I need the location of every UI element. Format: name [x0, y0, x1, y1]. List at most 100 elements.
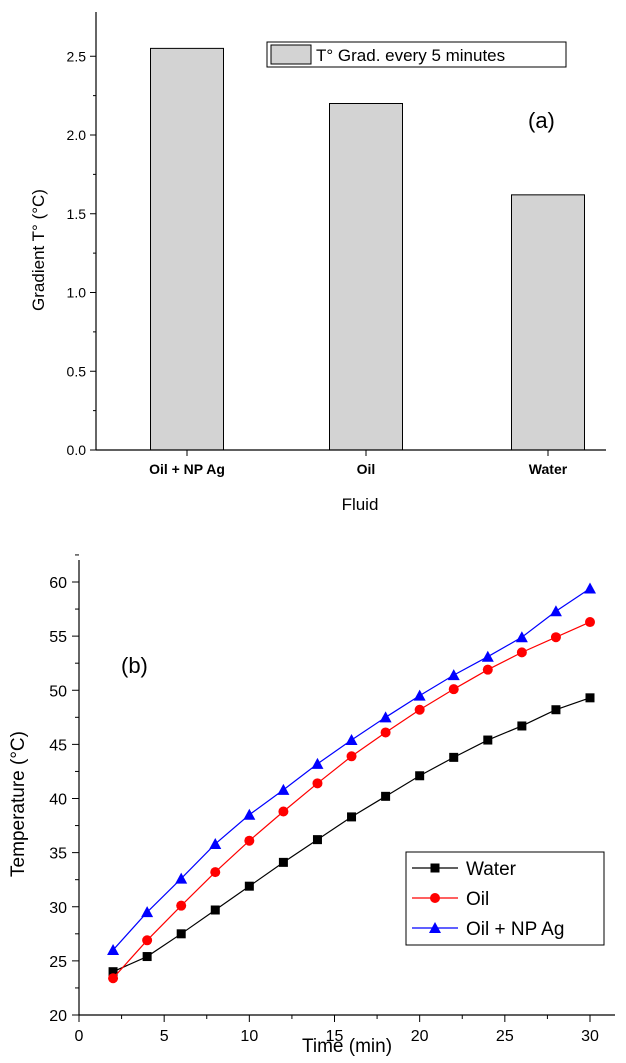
legend-entry: T° Grad. every 5 minutes — [316, 46, 505, 65]
y-tick-label: 50 — [49, 683, 67, 700]
y-tick-label: 2.5 — [67, 48, 87, 64]
x-axis-label: Time (min) — [302, 1036, 392, 1057]
marker-square — [585, 693, 595, 703]
line-chart-panel: 20 25 30 35 40 45 50 55 60 0 5 10 15 20 25 30 Temperat… — [8, 554, 615, 1057]
x-axis-label: Fluid — [342, 495, 379, 514]
legend-entry: Oil + NP Ag — [466, 919, 564, 940]
marker-circle — [430, 893, 440, 903]
marker-square — [347, 812, 357, 822]
marker-triangle — [175, 872, 188, 884]
marker-square — [517, 721, 527, 731]
bar — [329, 103, 403, 451]
marker-circle — [414, 704, 425, 715]
bar-chart-panel: 0.0 0.5 1.0 1.5 2.0 2.5 Oil + NP Ag Oil Water G… — [29, 12, 606, 514]
marker-square — [415, 771, 425, 781]
marker-triangle — [481, 650, 494, 662]
marker-square — [430, 863, 440, 873]
panel-label: (b) — [121, 653, 148, 678]
x-tick-label: Oil — [357, 461, 376, 477]
marker-triangle — [277, 783, 290, 795]
y-tick-label: 1.0 — [67, 285, 87, 301]
y-tick-label: 25 — [49, 954, 67, 971]
x-tick-label: 15 — [326, 1028, 344, 1045]
x-tick-label: 10 — [240, 1028, 258, 1045]
y-tick-label: 1.5 — [67, 206, 87, 222]
marker-circle — [380, 727, 391, 738]
marker-square — [176, 929, 186, 939]
series-group — [107, 582, 596, 984]
marker-triangle — [429, 922, 441, 933]
marker-triangle — [549, 605, 562, 617]
y-ticks: 20 25 30 35 40 45 50 55 60 — [49, 554, 79, 1025]
x-ticks: 0 5 10 15 20 25 30 — [75, 1015, 599, 1045]
y-tick-label: 30 — [49, 900, 67, 917]
marker-square — [381, 791, 391, 801]
y-axis-label: Temperature (°C) — [8, 731, 29, 877]
marker-triangle — [447, 669, 460, 681]
bar — [511, 194, 585, 451]
bar — [150, 47, 224, 451]
marker-square — [244, 881, 254, 891]
bars-group — [150, 47, 585, 451]
legend-box — [266, 41, 567, 68]
y-tick-label: 60 — [49, 575, 67, 592]
x-tick-label: 0 — [75, 1028, 84, 1045]
marker-square — [312, 835, 322, 845]
marker-square — [108, 967, 118, 977]
axes — [95, 12, 606, 451]
marker-circle — [244, 835, 255, 846]
x-tick-label: 20 — [411, 1028, 429, 1045]
marker-circle — [482, 664, 493, 675]
y-tick-label: 2.0 — [67, 127, 87, 143]
legend-entry: Oil — [466, 889, 489, 910]
y-tick-label: 45 — [49, 737, 67, 754]
x-tick-label: 25 — [496, 1028, 514, 1045]
marker-circle — [210, 867, 221, 878]
panel-label: (a) — [528, 108, 555, 133]
marker-circle — [448, 684, 459, 695]
marker-circle — [278, 806, 289, 817]
marker-circle — [108, 973, 119, 984]
marker-circle — [516, 647, 527, 658]
y-tick-label: 40 — [49, 792, 67, 809]
marker-triangle — [243, 808, 256, 820]
marker-circle — [585, 617, 595, 628]
marker-triangle — [107, 944, 120, 956]
marker-triangle — [379, 711, 392, 723]
marker-square — [551, 705, 561, 715]
x-tick-label: 5 — [160, 1028, 169, 1045]
y-tick-label: 0.5 — [67, 363, 87, 379]
series-water — [108, 693, 595, 977]
marker-square — [278, 857, 288, 867]
marker-square — [210, 905, 220, 915]
y-tick-label: 20 — [49, 1008, 67, 1025]
x-tick-label: Water — [529, 461, 568, 477]
y-tick-label: 35 — [49, 846, 67, 863]
marker-circle — [142, 935, 153, 946]
y-ticks: 0.0 0.5 1.0 1.5 2.0 2.5 — [67, 48, 96, 458]
y-tick-label: 0.0 — [67, 442, 87, 458]
marker-triangle — [141, 906, 154, 918]
x-tick-label: Oil + NP Ag — [149, 461, 225, 477]
marker-circle — [176, 900, 187, 911]
x-ticks: Oil + NP Ag Oil Water — [149, 450, 568, 477]
marker-triangle — [209, 837, 222, 849]
series-oil — [108, 617, 595, 984]
x-tick-label: 30 — [581, 1028, 599, 1045]
marker-circle — [346, 751, 357, 762]
legend-entry: Water — [466, 859, 517, 880]
marker-square — [483, 735, 493, 745]
y-axis-label: Gradient T° (°C) — [29, 189, 48, 311]
series-oil-np-ag — [107, 582, 596, 956]
marker-circle — [550, 632, 561, 643]
marker-triangle — [413, 689, 426, 701]
y-tick-label: 55 — [49, 629, 67, 646]
marker-triangle — [311, 757, 324, 769]
marker-square — [449, 752, 459, 762]
marker-square — [142, 952, 152, 962]
marker-triangle — [584, 582, 596, 594]
legend-swatch — [270, 44, 312, 65]
marker-triangle — [345, 734, 358, 746]
marker-circle — [312, 778, 323, 789]
